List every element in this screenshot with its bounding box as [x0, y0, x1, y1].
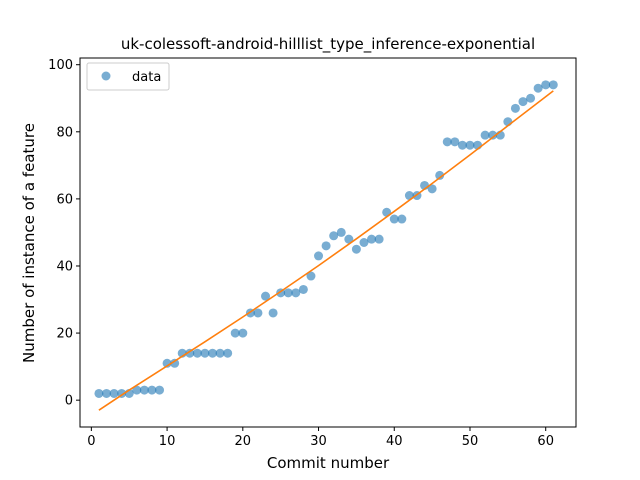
- data-point: [427, 184, 437, 194]
- data-point: [139, 385, 149, 395]
- legend: data: [86, 62, 170, 91]
- data-point: [457, 140, 467, 150]
- data-point: [162, 358, 172, 368]
- x-tick-label: 0: [87, 434, 95, 449]
- data-point: [442, 137, 452, 147]
- x-axis-label: Commit number: [267, 454, 390, 472]
- data-point: [351, 244, 361, 254]
- data-point: [147, 385, 157, 395]
- data-point: [155, 385, 165, 395]
- data-point: [132, 385, 142, 395]
- y-axis: 0 20 40 60 80 100: [48, 58, 80, 409]
- data-point: [397, 214, 407, 224]
- data-point: [321, 241, 331, 251]
- data-point: [170, 358, 180, 368]
- data-point: [344, 234, 354, 244]
- data-point: [510, 103, 520, 113]
- data-point: [253, 308, 263, 318]
- x-tick-label: 20: [235, 434, 252, 449]
- data-point: [200, 348, 210, 358]
- data-point: [230, 328, 240, 338]
- data-point: [185, 348, 195, 358]
- data-point: [548, 80, 558, 90]
- data-point: [533, 83, 543, 93]
- y-tick-label: 80: [56, 125, 73, 140]
- data-point: [238, 328, 248, 338]
- data-point: [291, 288, 301, 298]
- data-point: [374, 234, 384, 244]
- data-point: [208, 348, 218, 358]
- data-point: [109, 388, 119, 398]
- data-point: [488, 130, 498, 140]
- legend-marker-data: [101, 71, 111, 81]
- data-point: [359, 238, 369, 247]
- data-point: [435, 170, 445, 180]
- y-tick-label: 100: [48, 58, 73, 73]
- data-point: [261, 291, 271, 301]
- x-tick-label: 50: [462, 434, 479, 449]
- y-tick-label: 60: [56, 192, 73, 207]
- data-point: [518, 97, 528, 107]
- chart-title: uk-colessoft-android-hilllist_type_infer…: [121, 35, 535, 54]
- data-point: [480, 130, 490, 140]
- data-point: [526, 93, 536, 103]
- data-point: [329, 231, 339, 241]
- y-tick-label: 0: [65, 394, 73, 409]
- data-point: [465, 140, 475, 150]
- data-point: [298, 284, 308, 294]
- data-point: [541, 80, 551, 90]
- plot-frame: [79, 57, 577, 428]
- data-point: [94, 388, 104, 398]
- data-point: [450, 137, 460, 147]
- data-point: [268, 308, 278, 318]
- data-point: [314, 251, 324, 261]
- fit-line: [98, 90, 554, 411]
- data-point: [215, 348, 225, 358]
- x-tick-label: 40: [386, 434, 403, 449]
- data-point: [102, 388, 112, 398]
- x-axis: 0 10 20 30 40 50 60: [87, 427, 554, 449]
- data-point: [367, 234, 377, 244]
- legend-label-data: data: [132, 70, 161, 85]
- x-tick-label: 60: [537, 434, 554, 449]
- y-axis-label: Number of instance of a feature: [20, 123, 38, 363]
- y-tick-label: 40: [56, 259, 73, 274]
- data-point: [389, 214, 399, 224]
- data-point: [223, 348, 233, 358]
- data-point: [336, 227, 346, 237]
- y-tick-label: 20: [56, 327, 73, 342]
- plot-area: [94, 80, 558, 411]
- data-point: [283, 288, 293, 298]
- x-tick-label: 30: [310, 434, 327, 449]
- legend-box: [86, 62, 170, 91]
- data-point: [306, 271, 316, 281]
- x-tick-label: 10: [159, 434, 176, 449]
- data-point: [192, 348, 202, 358]
